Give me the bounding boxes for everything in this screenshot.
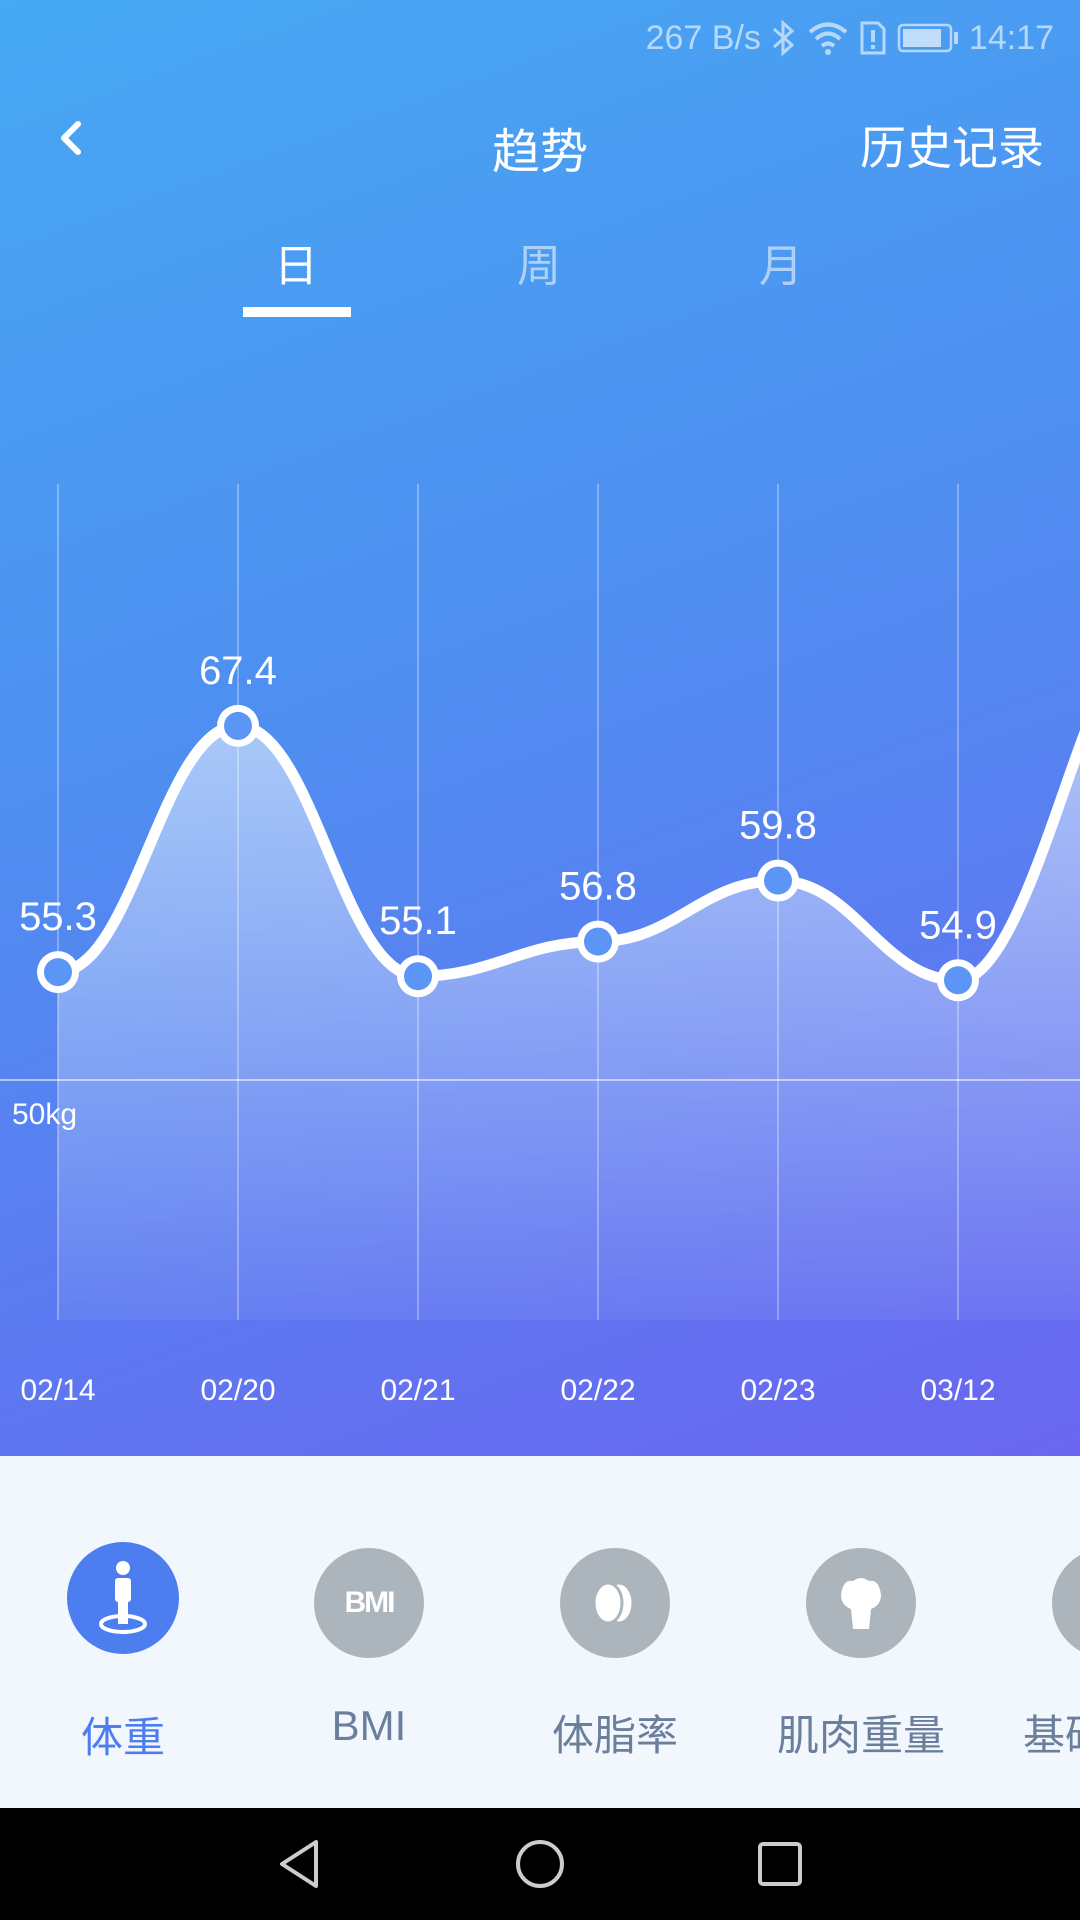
back-triangle-icon[interactable]: [274, 1838, 326, 1890]
data-label: 54.9: [919, 903, 997, 947]
metric-label: 体脂率: [551, 1712, 678, 1759]
metabolism-icon: [1052, 1548, 1080, 1658]
metric-bmi[interactable]: BMI BMI: [269, 1548, 469, 1750]
person-scale-icon: [67, 1542, 179, 1654]
status-bar: 267 B/s 14:17: [646, 16, 1054, 60]
chevron-left-icon[interactable]: [44, 108, 100, 168]
fat-drops-icon: [560, 1548, 670, 1658]
battery-icon: [897, 23, 958, 53]
clock: 14:17: [968, 18, 1054, 57]
system-navbar: [0, 1808, 1080, 1920]
bmi-icon: BMI: [314, 1548, 424, 1658]
x-tick-label: 02/22: [560, 1374, 635, 1407]
sim-alert-icon: [860, 21, 886, 55]
reference-label: 50kg: [12, 1098, 77, 1131]
tab-day[interactable]: 日: [274, 242, 318, 291]
metric-label: 体重: [80, 1714, 165, 1761]
x-tick-label: 02/20: [200, 1374, 275, 1407]
x-tick-label: 02/14: [20, 1374, 95, 1407]
x-tick-label: 02/21: [380, 1374, 455, 1407]
tab-week[interactable]: 周: [517, 242, 561, 291]
metric-label: 肌肉重量: [776, 1712, 945, 1759]
home-circle-icon[interactable]: [514, 1838, 566, 1890]
metric-muscle[interactable]: 肌肉重量: [761, 1548, 961, 1763]
data-label: 59.8: [739, 804, 817, 848]
metric-weight[interactable]: 体重: [23, 1542, 223, 1765]
data-point-inner: [764, 866, 792, 895]
bluetooth-icon: [772, 19, 795, 57]
wifi-icon: [808, 22, 848, 55]
weight-line-chart: 02/14 02/20 02/21 02/22 02/23 03/12 50kg 55.3 67…: [12, 648, 1080, 1407]
data-point-inner: [584, 927, 612, 956]
data-point-inner: [944, 966, 972, 995]
data-label: 56.8: [559, 865, 637, 909]
x-tick-label: 03/12: [920, 1374, 995, 1407]
data-point-inner: [44, 958, 72, 987]
trend-hero: 267 B/s 14:17 趋势 历史记录 日 周 月 02/14 02/20 02…: [0, 0, 1080, 1456]
tab-month[interactable]: 月: [759, 242, 803, 291]
data-point-inner: [404, 962, 432, 991]
metric-selector: 体重 BMI BMI 体脂率 肌肉重量 基础代谢: [0, 1456, 1080, 1808]
page-title: 趋势: [491, 126, 588, 179]
metric-label: BMI: [331, 1702, 407, 1749]
data-label: 55.3: [19, 895, 97, 939]
data-point-inner: [224, 711, 252, 740]
history-button[interactable]: 历史记录: [860, 122, 1044, 174]
net-speed: 267 B/s: [645, 18, 761, 57]
muscle-icon: [806, 1548, 916, 1658]
recents-square-icon[interactable]: [754, 1838, 806, 1890]
data-label: 67.4: [199, 649, 277, 693]
data-label: 55.1: [379, 899, 457, 943]
metric-label: 基础代谢: [1022, 1712, 1080, 1759]
active-tab-indicator: [243, 307, 351, 317]
metric-body-fat[interactable]: 体脂率: [515, 1548, 715, 1763]
x-tick-label: 02/23: [740, 1374, 815, 1407]
area-fill: [58, 725, 1080, 1320]
metric-metabolism[interactable]: 基础代谢: [1007, 1548, 1080, 1763]
